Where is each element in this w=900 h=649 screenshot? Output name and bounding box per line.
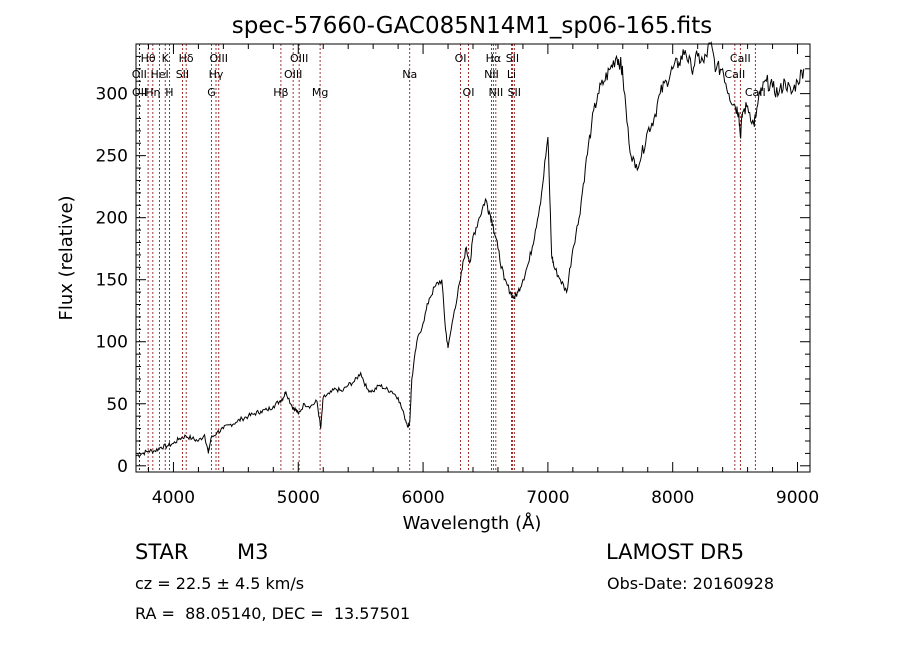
marker-label-16: Na bbox=[402, 68, 417, 81]
sky-coordinates: RA = 88.05140, DEC = 13.57501 bbox=[135, 604, 411, 623]
x-tick-label-9000: 9000 bbox=[776, 488, 819, 508]
x-tick-label-8000: 8000 bbox=[651, 488, 694, 508]
x-tick-label-4000: 4000 bbox=[152, 488, 195, 508]
marker-label-9: G bbox=[207, 86, 216, 99]
y-axis-label: Flux (relative) bbox=[56, 195, 77, 320]
marker-label-3: Hη bbox=[145, 86, 160, 99]
marker-label-24: SII bbox=[508, 86, 521, 99]
marker-label-17: OI bbox=[455, 52, 467, 65]
marker-label-10: Hγ bbox=[209, 68, 224, 81]
x-axis: 4000 5000 6000 7000 8000 9000 bbox=[147, 44, 819, 508]
marker-label-8: SII bbox=[176, 68, 189, 81]
plot-frame bbox=[135, 43, 811, 473]
object-subclass: M3 bbox=[237, 540, 269, 564]
marker-label-0: OII bbox=[132, 68, 147, 81]
line-markers bbox=[138, 44, 756, 472]
observation-date: Obs-Date: 20160928 bbox=[607, 574, 775, 593]
survey-name: LAMOST DR5 bbox=[606, 540, 745, 564]
y-tick-label-200: 200 bbox=[96, 209, 128, 229]
y-tick-label-250: 250 bbox=[96, 147, 128, 167]
marker-label-2: Hθ bbox=[141, 52, 156, 65]
y-tick-label-0: 0 bbox=[117, 457, 128, 477]
marker-label-23: SII bbox=[506, 52, 519, 65]
object-class: STAR bbox=[135, 540, 189, 564]
chart-title: spec-57660-GAC085N14M1_sp06-165.fits bbox=[232, 13, 712, 39]
y-tick-label-100: 100 bbox=[96, 333, 128, 353]
redshift-value: cz = 22.5 ± 4.5 km/s bbox=[135, 574, 305, 593]
spectrum-line bbox=[135, 41, 805, 458]
marker-label-5: K bbox=[162, 52, 170, 65]
marker-label-11: OIII bbox=[210, 52, 228, 65]
marker-label-7: Hδ bbox=[179, 52, 194, 65]
marker-label-18: OI bbox=[463, 86, 475, 99]
marker-label-25: CaII bbox=[724, 68, 745, 81]
x-tick-label-6000: 6000 bbox=[401, 488, 444, 508]
marker-label-12: Hβ bbox=[273, 86, 288, 99]
marker-label-22: Li bbox=[507, 68, 516, 81]
y-tick-label-300: 300 bbox=[96, 85, 128, 105]
x-tick-label-7000: 7000 bbox=[526, 488, 569, 508]
marker-label-21: NII bbox=[488, 86, 503, 99]
marker-label-4: HeI bbox=[150, 68, 168, 81]
marker-label-20: Hα bbox=[486, 52, 502, 65]
marker-label-19: NII bbox=[484, 68, 499, 81]
marker-label-26: CaII bbox=[730, 52, 751, 65]
marker-label-15: Mg bbox=[312, 86, 328, 99]
line-marker-labels: OIIOIIHθHηHeIKHHδSIIGHγOIIIHβOIIIOIIIMgN… bbox=[132, 52, 766, 99]
y-tick-label-150: 150 bbox=[96, 271, 128, 291]
y-tick-label-50: 50 bbox=[106, 395, 128, 415]
x-tick-label-5000: 5000 bbox=[277, 488, 320, 508]
y-axis: 0 50 100 150 200 250 300 bbox=[96, 55, 810, 477]
x-axis-label: Wavelength (Å) bbox=[403, 512, 542, 534]
marker-label-6: H bbox=[165, 86, 173, 99]
marker-label-13: OIII bbox=[284, 68, 302, 81]
marker-label-14: OIII bbox=[290, 52, 308, 65]
